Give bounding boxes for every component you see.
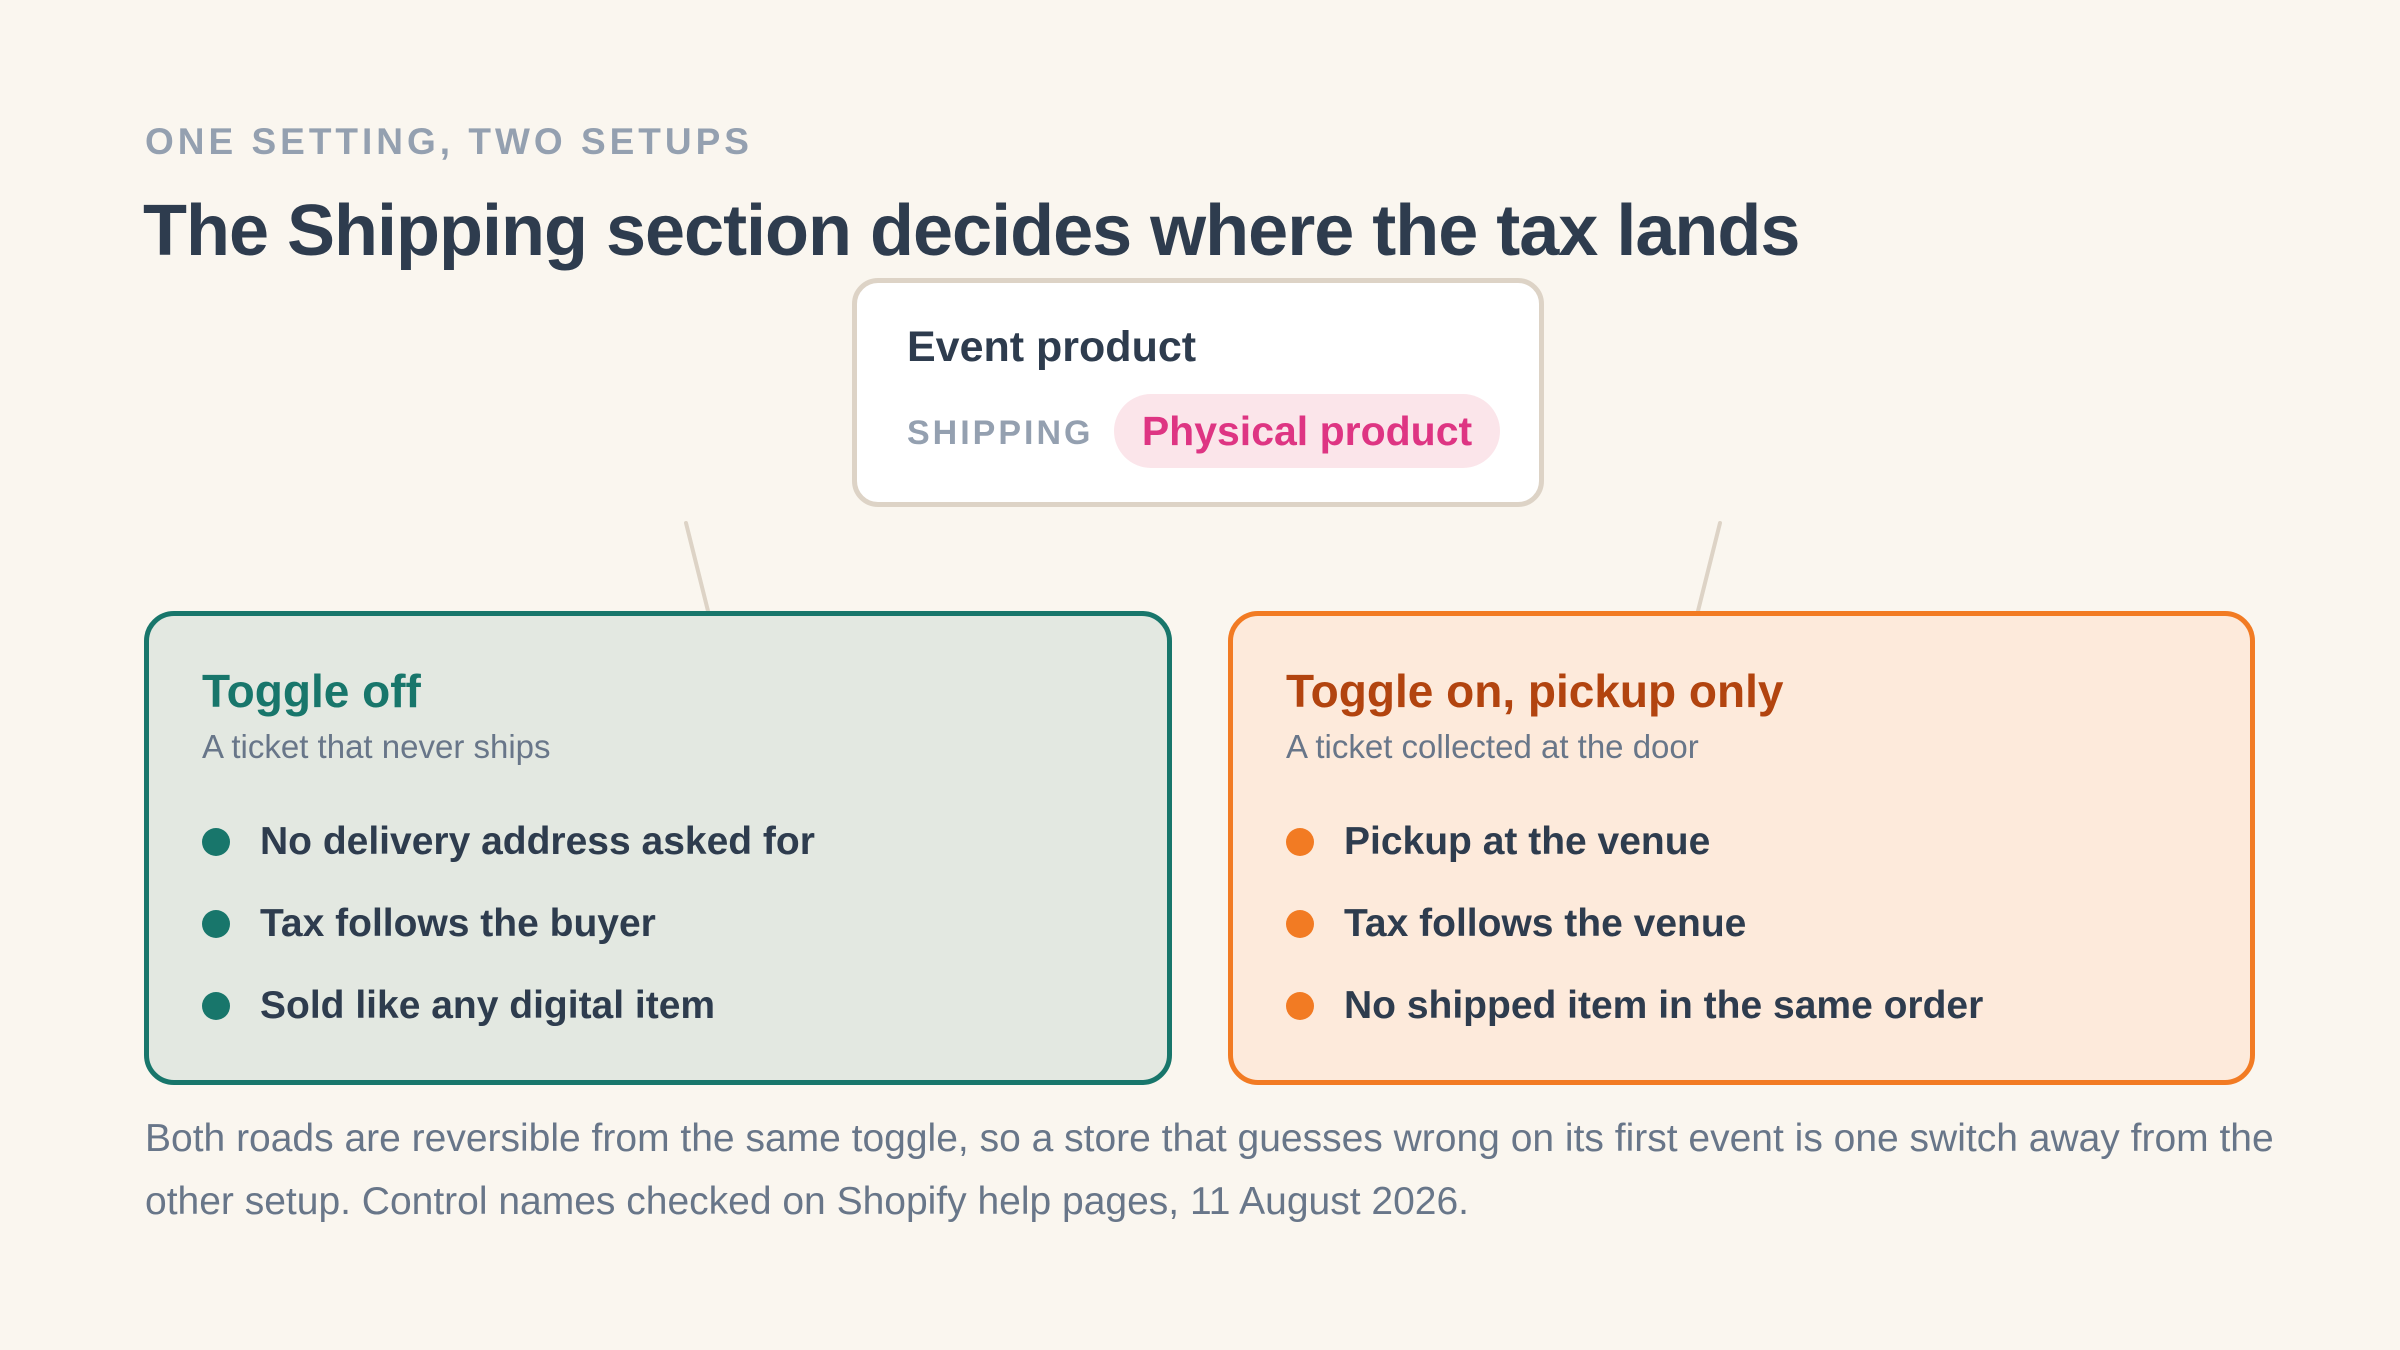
list-item-text: No shipped item in the same order xyxy=(1344,984,1984,1027)
bullet-dot-icon xyxy=(202,828,230,856)
shipping-value-pill: Physical product xyxy=(1114,394,1500,468)
list-item: No shipped item in the same order xyxy=(1286,965,1983,1047)
connector-right xyxy=(1696,521,1722,613)
page-title: The Shipping section decides where the t… xyxy=(143,191,1800,271)
footnote: Both roads are reversible from the same … xyxy=(145,1117,2274,1223)
panel-subtitle: A ticket collected at the door xyxy=(1286,728,1699,765)
panel-toggle-on: Toggle on, pickup only A ticket collecte… xyxy=(1228,611,2255,1085)
panel-title: Toggle on, pickup only xyxy=(1286,665,1784,717)
list-item-text: No delivery address asked for xyxy=(260,820,815,863)
bullet-dot-icon xyxy=(202,910,230,938)
product-card: Event product SHIPPING Physical product xyxy=(852,278,1544,507)
connector-left xyxy=(684,521,710,613)
list-item: Tax follows the buyer xyxy=(202,883,815,965)
list-item: No delivery address asked for xyxy=(202,801,815,883)
panel-subtitle: A ticket that never ships xyxy=(202,728,551,765)
list-item-text: Tax follows the venue xyxy=(1344,902,1747,945)
bullet-list: No delivery address asked for Tax follow… xyxy=(202,801,815,1047)
bullet-dot-icon xyxy=(1286,992,1314,1020)
panel-toggle-off: Toggle off A ticket that never ships No … xyxy=(144,611,1172,1085)
bullet-dot-icon xyxy=(202,992,230,1020)
list-item-text: Tax follows the buyer xyxy=(260,902,656,945)
bullet-dot-icon xyxy=(1286,910,1314,938)
list-item: Sold like any digital item xyxy=(202,965,815,1047)
list-item: Pickup at the venue xyxy=(1286,801,1983,883)
panel-title: Toggle off xyxy=(202,665,421,717)
bullet-dot-icon xyxy=(1286,828,1314,856)
bullet-list: Pickup at the venue Tax follows the venu… xyxy=(1286,801,1983,1047)
eyebrow: ONE SETTING, TWO SETUPS xyxy=(145,121,753,162)
product-title: Event product xyxy=(907,323,1197,371)
list-item-text: Pickup at the venue xyxy=(1344,820,1711,863)
list-item-text: Sold like any digital item xyxy=(260,984,716,1027)
shipping-label: SHIPPING xyxy=(907,414,1094,452)
list-item: Tax follows the venue xyxy=(1286,883,1983,965)
